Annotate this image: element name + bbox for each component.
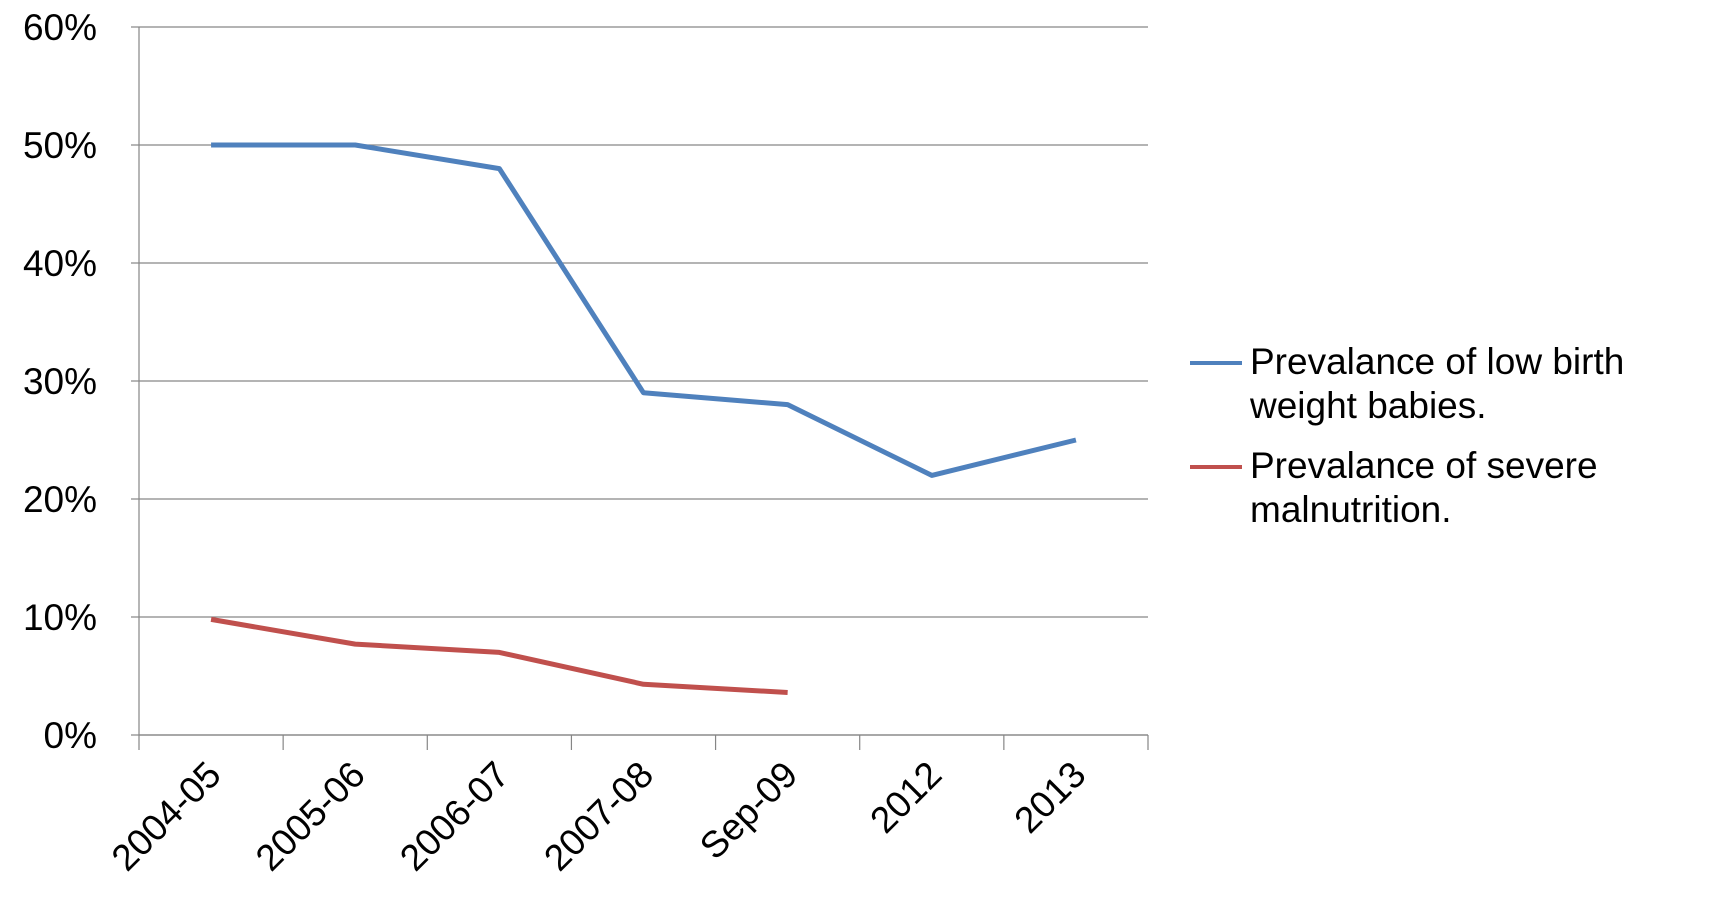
series-line <box>210 616 788 696</box>
y-tick-label: 30% <box>23 361 97 402</box>
legend-item: Prevalance of low birth weight babies. <box>1190 340 1690 428</box>
y-tick-label: 0% <box>44 715 97 756</box>
y-tick-label: 10% <box>23 597 97 638</box>
legend-label: Prevalance of low birth weight babies. <box>1250 341 1625 426</box>
series-line <box>211 142 1077 478</box>
legend-item: Prevalance of severe malnutrition. <box>1190 444 1690 532</box>
y-tick-label: 20% <box>23 479 97 520</box>
y-tick-label: 40% <box>23 243 97 284</box>
x-tick-label: 2012 <box>862 754 949 841</box>
legend-swatch <box>1190 465 1242 469</box>
legend-swatch <box>1190 361 1242 365</box>
x-tick-label: Sep-09 <box>692 754 805 867</box>
x-tick-label: 2004-05 <box>104 754 229 879</box>
x-tick-label: 2006-07 <box>392 754 517 879</box>
y-tick-label: 50% <box>23 125 97 166</box>
legend-label: Prevalance of severe malnutrition. <box>1250 445 1598 530</box>
y-tick-label: 60% <box>23 7 97 48</box>
x-tick-label: 2007-08 <box>536 754 661 879</box>
x-tick-label: 2005-06 <box>248 754 373 879</box>
legend: Prevalance of low birth weight babies. Pr… <box>1190 340 1690 548</box>
x-tick-label: 2013 <box>1006 754 1093 841</box>
